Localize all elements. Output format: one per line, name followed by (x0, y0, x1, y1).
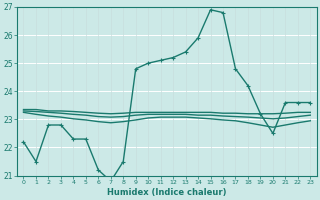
X-axis label: Humidex (Indice chaleur): Humidex (Indice chaleur) (107, 188, 227, 197)
